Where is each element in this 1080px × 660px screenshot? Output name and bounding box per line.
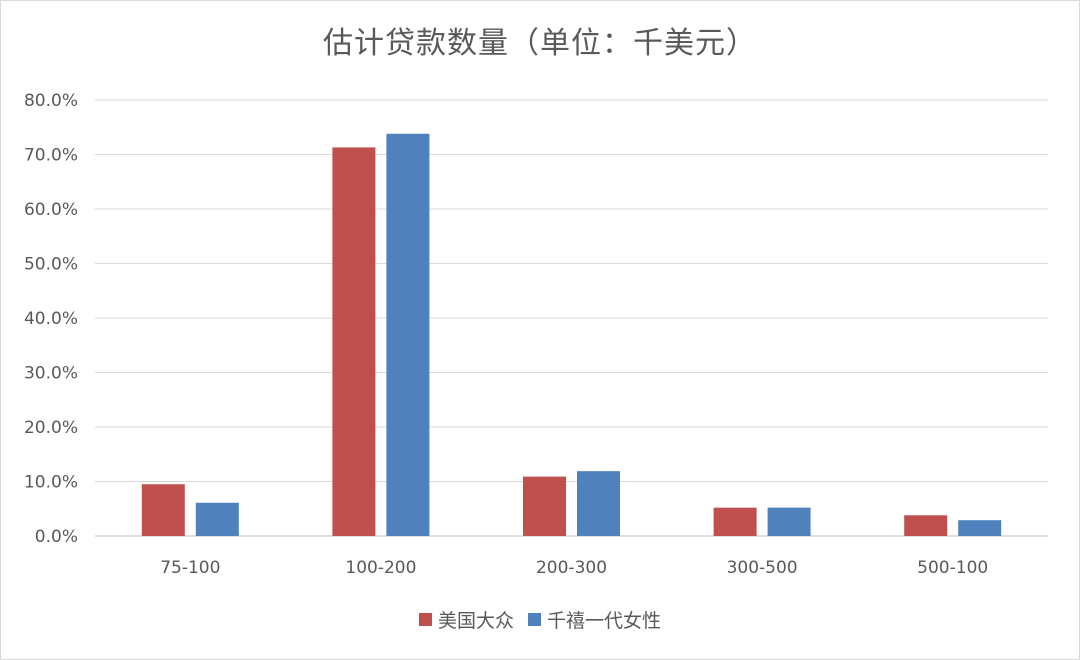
gridlines bbox=[95, 99, 1048, 537]
bar-series-1-300-500 bbox=[713, 507, 757, 536]
bar-series-1-500-100 bbox=[904, 515, 948, 536]
x-tick-label: 300-500 bbox=[727, 558, 798, 578]
bars bbox=[141, 133, 1002, 537]
y-tick-label: 50.0% bbox=[24, 255, 78, 275]
x-tick-label: 500-100 bbox=[917, 558, 988, 578]
bar-series-2-500-100 bbox=[958, 520, 1002, 536]
x-tick-label: 75-100 bbox=[160, 558, 220, 578]
bar-series-2-200-300 bbox=[577, 471, 620, 536]
bar-series-1-75-100 bbox=[141, 484, 185, 536]
x-axis-ticks: 75-100 100-200 200-300 300-500 500-100 bbox=[160, 558, 988, 578]
legend-label-series-2: 千禧一代女性 bbox=[547, 610, 662, 632]
legend-swatch-series-2 bbox=[528, 613, 541, 626]
legend-label-series-1: 美国大众 bbox=[437, 610, 514, 632]
y-tick-label: 80.0% bbox=[24, 91, 78, 111]
y-tick-label: 70.0% bbox=[24, 146, 78, 166]
bar-series-1-200-300 bbox=[523, 476, 566, 536]
chart-title: 估计贷款数量（单位：千美元） bbox=[323, 26, 757, 61]
bar-series-2-100-200 bbox=[386, 133, 430, 537]
x-tick-label: 200-300 bbox=[536, 558, 607, 578]
bar-series-2-75-100 bbox=[195, 502, 239, 536]
x-tick-label: 100-200 bbox=[345, 558, 416, 578]
y-tick-label: 60.0% bbox=[24, 200, 78, 220]
y-tick-label: 0.0% bbox=[35, 527, 78, 547]
legend: 美国大众 千禧一代女性 bbox=[0, 606, 1080, 633]
y-tick-label: 30.0% bbox=[24, 364, 78, 384]
y-axis-ticks: 0.0% 10.0% 20.0% 30.0% 40.0% 50.0% 60.0% 70.0% 8… bbox=[24, 91, 78, 547]
y-tick-label: 20.0% bbox=[24, 418, 78, 438]
y-tick-label: 40.0% bbox=[24, 309, 78, 329]
bar-chart: 0.0% 10.0% 20.0% 30.0% 40.0% 50.0% 60.0% 70.0% 8… bbox=[24, 91, 1048, 578]
bar-series-2-300-500 bbox=[767, 507, 811, 536]
bar-series-1-100-200 bbox=[332, 147, 376, 537]
legend-item-series-1: 美国大众 bbox=[418, 606, 514, 633]
legend-item-series-2: 千禧一代女性 bbox=[528, 606, 661, 633]
legend-swatch-series-1 bbox=[418, 613, 432, 626]
y-tick-label: 10.0% bbox=[24, 473, 78, 493]
